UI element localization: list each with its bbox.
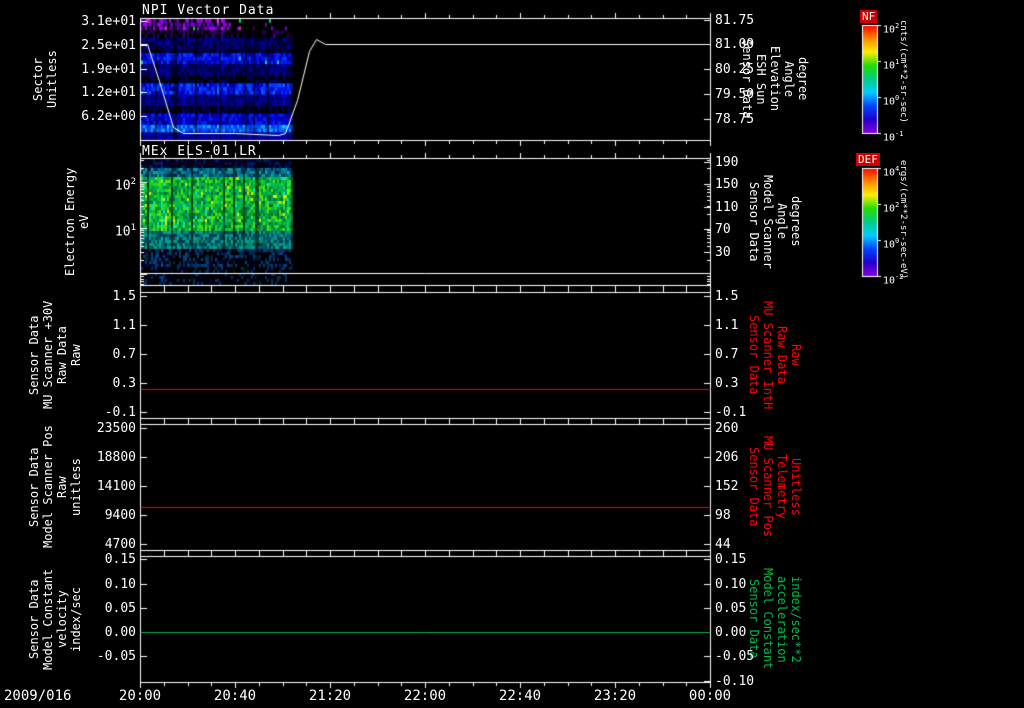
panel1-right-tick: 79.50: [715, 86, 755, 102]
panel4-left-tick: 9400: [104, 507, 136, 523]
panel3-left-tick: -0.1: [104, 404, 136, 420]
panel1-left-tick: 2.5e+01: [81, 37, 136, 53]
panel1-title: NPI Vector Data: [142, 3, 275, 18]
panel4-right-axis-label: Sensor Data MU Scanner Pos Telemetry Uni…: [747, 436, 803, 538]
panel4-right-tick: 44: [715, 536, 731, 552]
panel2-right-tick: 190: [715, 154, 739, 170]
panel5-right-tick: 0.05: [715, 600, 747, 616]
panel1-right-tick: 78.75: [715, 111, 755, 127]
panel3-right-tick: -0.1: [715, 404, 747, 420]
panel3-left-tick: 0.7: [112, 346, 136, 362]
colorbar-nf-title: NF: [860, 10, 878, 23]
panel3-right-tick: 0.3: [715, 375, 739, 391]
colorbar-nf-tick-label: 10-1: [883, 129, 904, 143]
panel4-left-tick: 23500: [96, 420, 136, 436]
panel1-right-tick: 80.25: [715, 61, 755, 77]
colorbar-def-tick-label: 10-2: [883, 272, 904, 286]
x-axis-tick-label: 20:40: [213, 688, 257, 704]
panel3-left-tick: 1.1: [112, 317, 136, 333]
colorbar-def-tick-label: 100: [883, 236, 900, 250]
panel5-right-tick: 0.15: [715, 551, 747, 567]
panel5-right-tick: -0.10: [715, 673, 755, 689]
colorbar-nf-unit-label: cnts/(cm**2-sr-sec): [898, 20, 908, 123]
panel2-right-tick: 70: [715, 221, 731, 237]
x-axis-tick-label: 22:00: [403, 688, 447, 704]
panel2-right-tick: 30: [715, 244, 731, 260]
colorbar-def-tick-label: 102: [883, 200, 900, 214]
panel5-left-tick: 0.05: [104, 600, 136, 616]
panel5-left-tick: -0.05: [96, 648, 136, 664]
colorbar-def-tick-label: 104: [883, 164, 900, 178]
colorbar-nf-tick-label: 100: [883, 93, 900, 107]
panel1-right-tick: 81.75: [715, 12, 755, 28]
panel5-left-tick: 0.15: [104, 551, 136, 567]
panel2-left-tick: 102: [114, 176, 136, 193]
panel4-left-tick: 14100: [96, 478, 136, 494]
panel4-right-tick: 206: [715, 449, 739, 465]
x-axis-tick-label: 20:00: [118, 688, 162, 704]
panel3-right-axis-label: Sensor Data MU Scanner IntH Raw Data Raw: [747, 300, 803, 410]
panel3-right-tick: 1.1: [715, 317, 739, 333]
panel1-left-tick: 6.2e+00: [81, 108, 136, 124]
x-axis-tick-label: 00:00: [688, 688, 732, 704]
panel3-left-tick: 0.3: [112, 375, 136, 391]
panel2-right-tick: 150: [715, 176, 739, 192]
panel3-left-tick: 1.5: [112, 288, 136, 304]
panel4-right-tick: 98: [715, 507, 731, 523]
panel4-right-tick: 152: [715, 478, 739, 494]
panel2-left-tick: 101: [114, 222, 136, 239]
panel3-right-tick: 0.7: [715, 346, 739, 362]
x-axis-tick-label: 22:40: [498, 688, 542, 704]
panel5-right-tick: 0.00: [715, 624, 747, 640]
colorbar-nf-tick-label: 101: [883, 57, 900, 71]
panel1-left-tick: 1.2e+01: [81, 84, 136, 100]
panel1-left-tick: 1.9e+01: [81, 61, 136, 77]
panel5-left-tick: 0.10: [104, 576, 136, 592]
panel4-left-tick: 4700: [104, 536, 136, 552]
panel4-right-tick: 260: [715, 420, 739, 436]
x-axis-tick-label: 21:20: [308, 688, 352, 704]
panel2-right-tick: 110: [715, 199, 739, 215]
panel1-left-tick: 3.1e+01: [81, 13, 136, 29]
colorbar-def-unit-label: ergs/(cm**2-sr-sec-eV): [898, 160, 908, 280]
panel5-right-tick: -0.05: [715, 648, 755, 664]
panel2-title: MEx ELS-01 LR: [142, 144, 257, 159]
panel2-right-axis-label: Sensor Data Model Scanner Angle degrees: [747, 174, 803, 269]
panel5-right-tick: 0.10: [715, 576, 747, 592]
x-axis-date-label: 2009/016: [4, 688, 72, 704]
colorbar-def-title: DEF: [856, 153, 880, 166]
panel1-right-tick: 81.00: [715, 36, 755, 52]
panel3-right-tick: 1.5: [715, 288, 739, 304]
panel5-left-tick: 0.00: [104, 624, 136, 640]
colorbar-nf-tick-label: 102: [883, 21, 900, 35]
panel5-right-axis-label: Sensor Data Model Constant acceleration …: [747, 568, 803, 670]
x-axis-tick-label: 23:20: [593, 688, 637, 704]
panel4-left-tick: 18800: [96, 449, 136, 465]
